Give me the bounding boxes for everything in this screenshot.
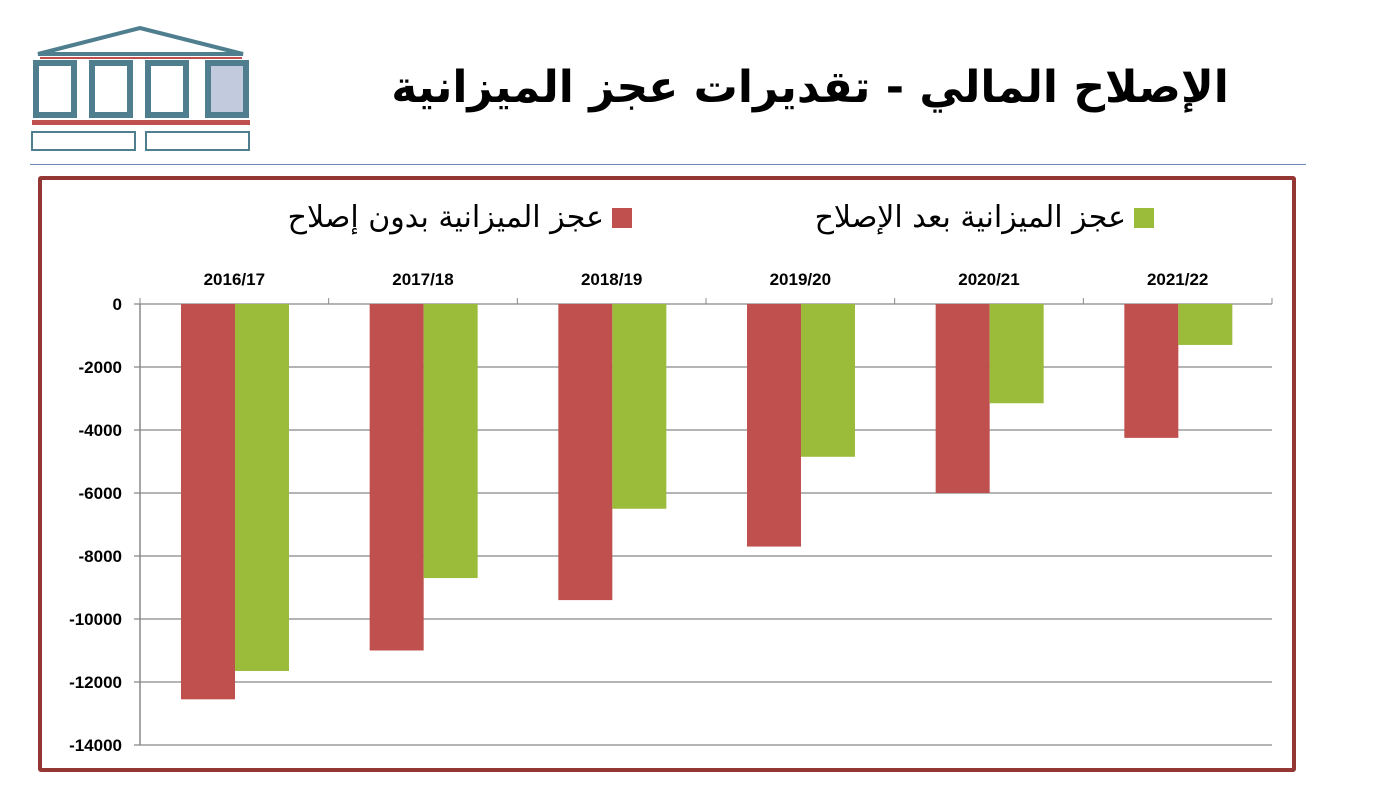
x-tick-label: 2020/21 [958, 270, 1019, 289]
legend-label: عجز الميزانية بدون إصلاح [287, 200, 604, 235]
logo-icon [31, 26, 250, 151]
y-tick-label: -10000 [69, 610, 122, 629]
x-tick-label: 2021/22 [1147, 270, 1208, 289]
divider [30, 164, 1306, 165]
y-tick-label: 0 [113, 295, 122, 314]
bar-without-reform [558, 304, 613, 601]
bar-with-reform [1178, 304, 1233, 345]
bar-with-reform [801, 304, 855, 457]
bar-with-reform [423, 304, 478, 579]
legend-swatch-red [612, 207, 632, 228]
y-tick-label: -6000 [79, 484, 122, 503]
bar-without-reform [1124, 304, 1179, 438]
y-tick-label: -4000 [79, 421, 122, 440]
bar-without-reform [181, 304, 235, 700]
x-tick-label: 2018/19 [581, 270, 642, 289]
chart-frame [38, 176, 1296, 772]
y-tick-label: -8000 [79, 547, 122, 566]
x-tick-label: 2017/18 [392, 270, 453, 289]
legend-label: عجز الميزانية بعد الإصلاح [814, 200, 1126, 235]
y-tick-label: -2000 [79, 358, 122, 377]
legend-item-with-reform: عجز الميزانية بعد الإصلاح [815, 200, 1154, 235]
bar-with-reform [612, 304, 667, 509]
x-tick-label: 2019/20 [770, 270, 831, 289]
bar-without-reform [369, 304, 424, 651]
x-tick-label: 2016/17 [204, 270, 265, 289]
bar-without-reform [747, 304, 801, 547]
bar-with-reform [989, 304, 1044, 404]
legend-item-without-reform: عجز الميزانية بدون إصلاح [288, 200, 632, 235]
legend-swatch-green [1134, 207, 1154, 228]
page-title: الإصلاح المالي - تقديرات عجز الميزانية [391, 62, 1229, 113]
bar-with-reform [235, 304, 289, 671]
y-tick-label: -12000 [69, 673, 122, 692]
y-tick-label: -14000 [69, 736, 122, 755]
bar-without-reform [935, 304, 990, 493]
